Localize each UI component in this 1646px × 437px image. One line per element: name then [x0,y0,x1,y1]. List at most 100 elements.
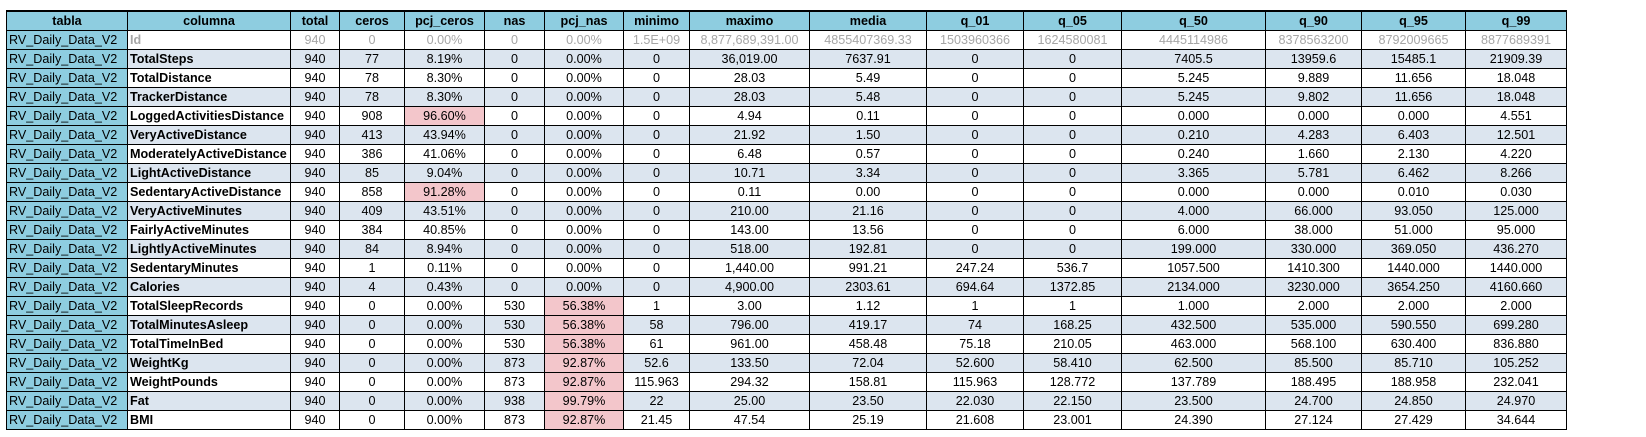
cell-pcj-nas[interactable]: 92.87% [544,410,624,430]
cell-columna[interactable]: Fat [127,391,291,411]
cell-maximo[interactable]: 36,019.00 [689,49,810,69]
cell-q-05[interactable]: 0 [1023,49,1122,69]
cell-q-05[interactable]: 210.05 [1023,334,1122,354]
cell-pcj-ceros[interactable]: 43.94% [404,125,485,145]
cell-q-99[interactable]: 436.270 [1465,239,1567,259]
cell-q-95[interactable]: 11.656 [1361,68,1466,88]
cell-pcj-ceros[interactable]: 0.00% [404,372,485,392]
cell-total[interactable]: 940 [290,163,340,183]
cell-maximo[interactable]: 25.00 [689,391,810,411]
cell-columna[interactable]: VeryActiveMinutes [127,201,291,221]
cell-minimo[interactable]: 1.5E+09 [623,30,690,50]
cell-tabla[interactable]: RV_Daily_Data_V2 [6,49,128,69]
cell-q-50[interactable]: 5.245 [1121,87,1266,107]
cell-pcj-nas[interactable]: 0.00% [544,239,624,259]
cell-tabla[interactable]: RV_Daily_Data_V2 [6,201,128,221]
cell-pcj-ceros[interactable]: 0.00% [404,391,485,411]
cell-q-90[interactable]: 13959.6 [1265,49,1362,69]
cell-media[interactable]: 1.50 [809,125,927,145]
cell-q-95[interactable]: 11.656 [1361,87,1466,107]
cell-q-99[interactable]: 34.644 [1465,410,1567,430]
cell-nas[interactable]: 0 [484,30,545,50]
cell-columna[interactable]: BMI [127,410,291,430]
cell-q-05[interactable]: 128.772 [1023,372,1122,392]
cell-nas[interactable]: 0 [484,144,545,164]
cell-pcj-ceros[interactable]: 0.00% [404,315,485,335]
cell-pcj-ceros[interactable]: 8.94% [404,239,485,259]
cell-media[interactable]: 5.48 [809,87,927,107]
cell-maximo[interactable]: 1,440.00 [689,258,810,278]
cell-pcj-nas[interactable]: 56.38% [544,296,624,316]
cell-tabla[interactable]: RV_Daily_Data_V2 [6,239,128,259]
header-ceros[interactable]: ceros [339,10,405,31]
cell-q-50[interactable]: 137.789 [1121,372,1266,392]
cell-ceros[interactable]: 384 [339,220,405,240]
cell-nas[interactable]: 0 [484,163,545,183]
cell-q-90[interactable]: 27.124 [1265,410,1362,430]
cell-minimo[interactable]: 0 [623,201,690,221]
cell-q-50[interactable]: 0.240 [1121,144,1266,164]
cell-media[interactable]: 23.50 [809,391,927,411]
cell-ceros[interactable]: 0 [339,410,405,430]
cell-tabla[interactable]: RV_Daily_Data_V2 [6,334,128,354]
cell-q-50[interactable]: 4.000 [1121,201,1266,221]
cell-pcj-ceros[interactable]: 8.19% [404,49,485,69]
cell-nas[interactable]: 0 [484,182,545,202]
cell-q-90[interactable]: 9.889 [1265,68,1362,88]
cell-pcj-ceros[interactable]: 8.30% [404,68,485,88]
cell-total[interactable]: 940 [290,410,340,430]
cell-q-01[interactable]: 75.18 [926,334,1024,354]
cell-q-99[interactable]: 8.266 [1465,163,1567,183]
cell-pcj-nas[interactable]: 56.38% [544,334,624,354]
cell-ceros[interactable]: 0 [339,353,405,373]
cell-q-90[interactable]: 9.802 [1265,87,1362,107]
cell-tabla[interactable]: RV_Daily_Data_V2 [6,220,128,240]
header-q-90[interactable]: q_90 [1265,10,1362,31]
cell-q-99[interactable]: 105.252 [1465,353,1567,373]
cell-total[interactable]: 940 [290,201,340,221]
cell-maximo[interactable]: 210.00 [689,201,810,221]
cell-media[interactable]: 2303.61 [809,277,927,297]
cell-q-01[interactable]: 694.64 [926,277,1024,297]
cell-nas[interactable]: 530 [484,315,545,335]
cell-q-99[interactable]: 232.041 [1465,372,1567,392]
cell-minimo[interactable]: 0 [623,163,690,183]
cell-q-99[interactable]: 18.048 [1465,87,1567,107]
cell-q-01[interactable]: 115.963 [926,372,1024,392]
cell-pcj-ceros[interactable]: 0.00% [404,353,485,373]
header-columna[interactable]: columna [127,10,291,31]
cell-nas[interactable]: 0 [484,87,545,107]
cell-q-95[interactable]: 8792009665 [1361,30,1466,50]
cell-pcj-nas[interactable]: 0.00% [544,182,624,202]
cell-tabla[interactable]: RV_Daily_Data_V2 [6,125,128,145]
cell-q-95[interactable]: 85.710 [1361,353,1466,373]
cell-columna[interactable]: LightlyActiveMinutes [127,239,291,259]
cell-q-50[interactable]: 7405.5 [1121,49,1266,69]
cell-q-05[interactable]: 0 [1023,163,1122,183]
cell-pcj-nas[interactable]: 0.00% [544,258,624,278]
cell-q-01[interactable]: 0 [926,68,1024,88]
cell-maximo[interactable]: 961.00 [689,334,810,354]
cell-q-95[interactable]: 188.958 [1361,372,1466,392]
cell-columna[interactable]: TotalMinutesAsleep [127,315,291,335]
cell-media[interactable]: 991.21 [809,258,927,278]
cell-total[interactable]: 940 [290,49,340,69]
cell-q-99[interactable]: 12.501 [1465,125,1567,145]
cell-q-95[interactable]: 51.000 [1361,220,1466,240]
cell-q-90[interactable]: 330.000 [1265,239,1362,259]
cell-columna[interactable]: LoggedActivitiesDistance [127,106,291,126]
cell-q-01[interactable]: 22.030 [926,391,1024,411]
cell-q-95[interactable]: 0.010 [1361,182,1466,202]
cell-q-05[interactable]: 0 [1023,87,1122,107]
cell-ceros[interactable]: 0 [339,334,405,354]
header-q-50[interactable]: q_50 [1121,10,1266,31]
cell-q-99[interactable]: 24.970 [1465,391,1567,411]
cell-q-99[interactable]: 699.280 [1465,315,1567,335]
cell-nas[interactable]: 0 [484,125,545,145]
cell-ceros[interactable]: 85 [339,163,405,183]
cell-nas[interactable]: 0 [484,106,545,126]
cell-media[interactable]: 458.48 [809,334,927,354]
cell-q-50[interactable]: 24.390 [1121,410,1266,430]
header-tabla[interactable]: tabla [6,10,128,31]
cell-minimo[interactable]: 0 [623,49,690,69]
